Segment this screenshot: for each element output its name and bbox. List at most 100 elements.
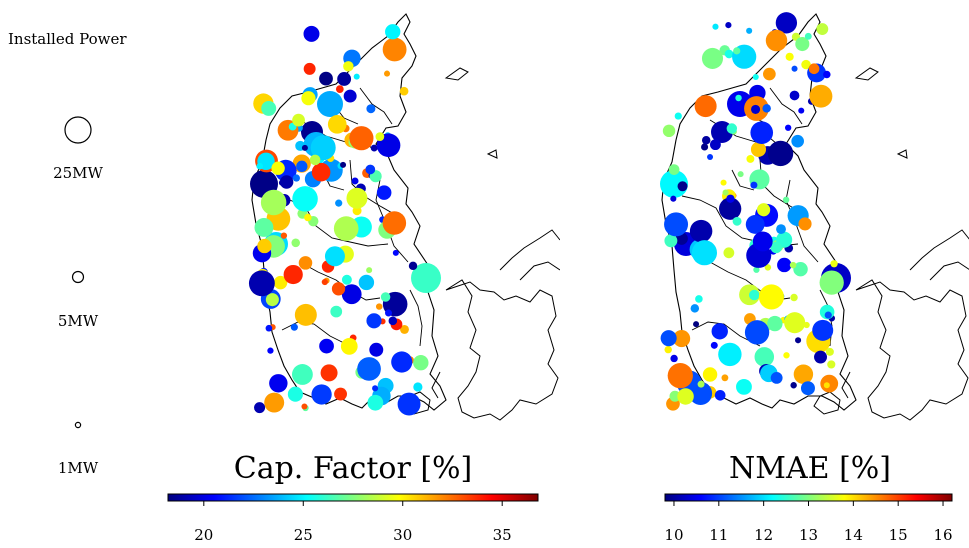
turbine-marker	[795, 337, 802, 344]
turbine-marker	[750, 141, 767, 157]
turbine-marker	[324, 246, 345, 267]
island-coastline	[896, 149, 908, 159]
turbine-marker	[301, 144, 308, 151]
turbine-marker	[801, 59, 811, 70]
turbine-marker	[330, 305, 343, 318]
island-coastline	[909, 229, 969, 271]
tick-label: 14	[843, 526, 863, 544]
turbine-marker	[260, 189, 287, 216]
turbine-marker	[750, 121, 774, 144]
island-coastline	[929, 261, 969, 281]
turbine-marker	[303, 62, 316, 75]
turbine-marker	[372, 385, 379, 392]
turbine-marker	[366, 267, 373, 274]
turbine-marker	[343, 61, 354, 72]
turbine-marker	[664, 212, 689, 237]
municipal-border	[769, 87, 803, 125]
legend-label-25mw: 25MW	[53, 164, 103, 182]
turbine-marker	[291, 364, 313, 385]
turbine-marker	[327, 114, 347, 134]
turbine-marker	[791, 65, 798, 72]
tick-label: 15	[888, 526, 908, 544]
turbine-marker	[369, 342, 384, 357]
turbine-marker	[809, 84, 833, 108]
turbine-marker	[291, 238, 301, 248]
turbine-marker	[667, 363, 693, 389]
turbine-marker	[750, 181, 758, 189]
turbine-marker	[349, 126, 374, 151]
turbine-marker	[341, 284, 362, 305]
turbine-marker	[298, 256, 313, 270]
map-panel-capacity-factor	[248, 13, 560, 421]
map-panel-nmae	[660, 12, 969, 421]
island-coastline	[445, 279, 559, 421]
turbine-marker	[784, 312, 806, 334]
turbine-marker	[777, 257, 792, 273]
turbine-marker	[732, 216, 742, 226]
turbine-marker	[664, 345, 672, 354]
turbine-marker	[335, 199, 343, 207]
turbine-marker	[340, 337, 358, 355]
municipal-border	[409, 289, 423, 347]
turbine-marker	[677, 181, 688, 192]
turbine-marker	[695, 295, 703, 303]
colorbar-capacity-factor	[167, 493, 539, 502]
turbine-marker	[367, 394, 384, 411]
turbine-marker	[793, 364, 814, 384]
turbine-marker	[754, 347, 775, 367]
turbine-marker	[714, 389, 726, 401]
turbine-marker	[248, 270, 275, 297]
turbine-marker	[399, 86, 409, 96]
turbine-marker	[337, 72, 352, 86]
turbine-marker	[775, 12, 798, 34]
turbine-marker	[764, 264, 772, 271]
turbine-marker	[376, 303, 383, 310]
turbine-marker	[712, 23, 719, 30]
turbine-marker	[823, 382, 830, 389]
turbine-marker	[736, 378, 752, 395]
turbine-marker	[283, 264, 303, 285]
turbine-marker	[273, 275, 288, 290]
turbine-marker	[720, 179, 727, 186]
tick-label: 11	[709, 526, 729, 544]
turbine-marker	[358, 274, 375, 291]
turbine-marker	[413, 355, 429, 371]
turbine-marker	[287, 386, 303, 402]
turbine-marker	[808, 63, 820, 75]
turbine-marker	[673, 330, 691, 348]
turbine-marker	[397, 392, 421, 416]
turbine-marker	[271, 161, 285, 175]
turbine-marker	[290, 323, 298, 331]
turbine-marker	[825, 347, 834, 356]
turbine-marker	[709, 139, 721, 151]
turbine-marker	[321, 278, 328, 286]
turbine-marker	[382, 37, 407, 62]
turbine-marker	[767, 140, 794, 167]
turbine-marker	[725, 22, 732, 29]
turbine-marker	[265, 324, 273, 332]
turbine-marker	[254, 218, 274, 237]
turbine-marker	[795, 36, 810, 52]
island-coastline	[499, 229, 560, 271]
turbine-marker	[737, 171, 744, 178]
turbine-marker	[762, 104, 771, 113]
turbine-marker	[400, 324, 409, 334]
turbine-marker	[392, 249, 399, 256]
turbine-marker	[721, 374, 729, 382]
turbine-marker	[388, 316, 398, 326]
turbine-marker	[710, 341, 718, 349]
turbine-marker	[726, 194, 735, 203]
island-coastline	[841, 371, 851, 399]
turbine-marker	[660, 330, 677, 347]
turbine-marker	[269, 374, 288, 393]
colorbars	[167, 493, 953, 506]
turbine-marker	[752, 231, 773, 252]
turbine-marker	[384, 70, 391, 77]
turbine-marker	[331, 282, 346, 296]
turbine-marker	[691, 240, 717, 266]
turbine-marker	[804, 32, 812, 40]
turbine-marker	[385, 309, 392, 317]
turbine-marker	[265, 293, 279, 307]
tick-label: 13	[798, 526, 819, 544]
turbine-marker	[366, 104, 376, 114]
